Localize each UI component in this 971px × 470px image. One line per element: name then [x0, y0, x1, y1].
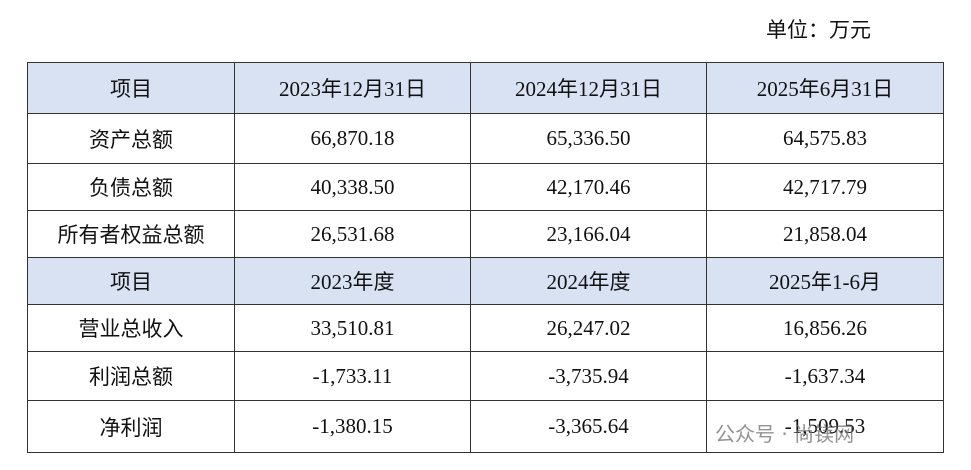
- table-row: 所有者权益总额 26,531.68 23,166.04 21,858.04: [27, 210, 944, 258]
- unit-label: 单位：万元: [766, 18, 871, 42]
- table-row: 营业总收入 33,510.81 26,247.02 16,856.26: [27, 304, 944, 352]
- watermark: 公众号 · 尚镁网: [715, 422, 855, 446]
- table-cell: 利润总额: [27, 351, 235, 401]
- table-row: 资产总额 66,870.18 65,336.50 64,575.83: [27, 113, 944, 164]
- header-row: 项目 2023年度 2024年度 2025年1-6月: [27, 257, 944, 305]
- header-cell: 2025年6月31日: [706, 62, 944, 114]
- data-table: 项目 2023年12月31日 2024年12月31日 2025年6月31日 资产总额 66…: [27, 62, 944, 453]
- header-row: 项目 2023年12月31日 2024年12月31日 2025年6月31日: [27, 62, 944, 114]
- table-cell: -1,509.53: [706, 400, 944, 453]
- table-cell: 64,575.83: [706, 113, 944, 164]
- table-cell: -3,735.94: [470, 351, 707, 401]
- table-cell: 33,510.81: [234, 304, 471, 352]
- table-cell: 营业总收入: [27, 304, 235, 352]
- table-cell: 16,856.26: [706, 304, 944, 352]
- header-cell: 2024年度: [470, 257, 707, 305]
- table-cell: 42,717.79: [706, 163, 944, 211]
- table-row: 利润总额 -1,733.11 -3,735.94 -1,637.34: [27, 351, 944, 401]
- table-cell: 26,531.68: [234, 210, 471, 258]
- table-cell: 40,338.50: [234, 163, 471, 211]
- table-cell: 26,247.02: [470, 304, 707, 352]
- table-cell: 21,858.04: [706, 210, 944, 258]
- table-row: 负债总额 40,338.50 42,170.46 42,717.79: [27, 163, 944, 211]
- table-cell: 净利润: [27, 400, 235, 453]
- table-row: 净利润 -1,380.15 -3,365.64 -1,509.53: [27, 400, 944, 453]
- table-cell: 23,166.04: [470, 210, 707, 258]
- header-cell: 2023年度: [234, 257, 471, 305]
- table-cell: 65,336.50: [470, 113, 707, 164]
- table-cell: 66,870.18: [234, 113, 471, 164]
- header-cell: 2025年1-6月: [706, 257, 944, 305]
- table-cell: 所有者权益总额: [27, 210, 235, 258]
- table-cell: -3,365.64: [470, 400, 707, 453]
- header-cell: 2023年12月31日: [234, 62, 471, 114]
- table-cell: 负债总额: [27, 163, 235, 211]
- table-cell: 资产总额: [27, 113, 235, 164]
- header-cell: 2024年12月31日: [470, 62, 707, 114]
- table-cell: -1,733.11: [234, 351, 471, 401]
- table-cell: -1,380.15: [234, 400, 471, 453]
- header-cell: 项目: [27, 62, 235, 114]
- table-cell: 42,170.46: [470, 163, 707, 211]
- table-cell: -1,637.34: [706, 351, 944, 401]
- header-cell: 项目: [27, 257, 235, 305]
